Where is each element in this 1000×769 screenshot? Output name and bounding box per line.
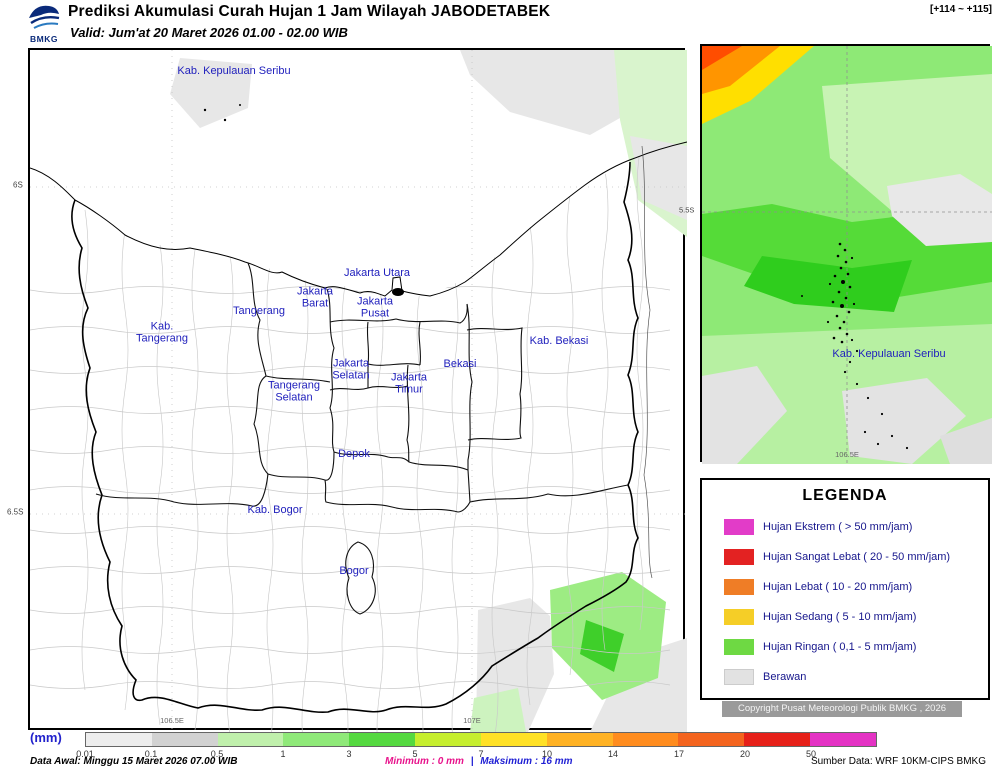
colorbar-seg-8 [546,733,613,746]
bmkg-logo: BMKG [24,2,64,46]
inset-lon-tick: 106.5E [835,450,859,459]
colorbar-seg-9 [612,733,679,746]
map-label-kab-tangerang: Kab. Tangerang [136,320,188,345]
map-label-tangerang-selatan: Tangerang Selatan [268,379,320,404]
inset-map-canvas [702,46,992,464]
colorbar-tick-14: 14 [607,749,619,759]
colorbar-tick-001: 0.01 [76,749,94,759]
legend-swatch-sedang [724,608,754,625]
minimum-value: 0 mm [437,756,464,767]
legend-box: LEGENDA Hujan Ekstrem ( > 50 mm/jam) Huj… [700,478,990,700]
min-max-line: Minimum : 0 mm | Maksimum : 16 mm [385,756,573,767]
legend-label-ringan: Hujan Ringan ( 0,1 - 5 mm/jam) [763,640,917,653]
legend-label-sangat-lebat: Hujan Sangat Lebat ( 20 - 50 mm/jam) [763,550,951,563]
map-label-tangerang: Tangerang [233,304,285,317]
colorbar-seg-6 [415,733,481,746]
minimum-label: Minimum : [385,756,435,767]
colorbar-tick-10: 10 [541,749,553,759]
forecast-hour-range: [+114 ~ +115] [929,4,992,15]
colorbar-tick-01: 0.1 [144,749,158,759]
colorbar-tick-3: 3 [346,749,352,759]
maksimum-value: 16 mm [540,756,573,767]
colorbar-seg-2 [151,733,218,746]
map-label-bekasi: Bekasi [443,357,477,370]
legend-item-berawan: Berawan [724,668,988,685]
inset-islands [801,242,909,450]
legend-item-ringan: Hujan Ringan ( 0,1 - 5 mm/jam) [724,638,988,655]
colorbar-tick-05: 0.5 [210,749,224,759]
colorbar-tick-1: 1 [280,749,286,759]
legend-item-ekstrem: Hujan Ekstrem ( > 50 mm/jam) [724,518,988,535]
maksimum-label: Maksimum : [480,756,539,767]
legend-swatch-ringan [724,638,754,655]
page-title: Prediksi Akumulasi Curah Hujan 1 Jam Wil… [68,3,551,20]
inset-graticule [702,46,992,464]
legend-item-sangat-lebat: Hujan Sangat Lebat ( 20 - 50 mm/jam) [724,548,988,565]
bmkg-logo-text: BMKG [30,34,58,44]
internal-boundaries [95,262,629,615]
main-map: Kab. Kepulauan Seribu Jakarta Utara Jaka… [28,48,687,732]
map-label-kab-bekasi: Kab. Bekasi [529,334,589,347]
copyright-bar: Copyright Pusat Meteorologi Publik BMKG … [722,701,962,717]
data-awal-line: Data Awal: Minggu 15 Maret 2026 07.00 WI… [30,756,238,767]
main-map-lat-tick-65s: 6.5S [7,507,24,517]
colorbar-seg-5 [349,733,416,746]
colorbar-tick-7: 7 [478,749,484,759]
jabodetabek-outer-boundary [71,161,639,713]
map-label-jakarta-pusat: Jakarta Pusat [356,295,394,320]
legend-swatch-sangat-lebat [724,548,754,565]
legend-label-berawan: Berawan [763,670,807,683]
legend-item-lebat: Hujan Lebat ( 10 - 20 mm/jam) [724,578,988,595]
legend-item-sedang: Hujan Sedang ( 5 - 10 mm/jam) [724,608,988,625]
colorbar-seg-12 [810,733,876,746]
map-label-bogor: Bogor [339,564,369,577]
sumber-data-line: Sumber Data: WRF 10KM-CIPS BMKG [810,756,986,767]
colorbar-seg-4 [283,733,350,746]
colorbar-seg-10 [678,733,745,746]
main-map-lon-tick-1065e: 106.5E [160,716,184,725]
legend-swatch-berawan [724,668,754,685]
map-label-kab-kepulauan-seribu: Kab. Kepulauan Seribu [177,64,291,77]
main-map-canvas [30,50,687,732]
colorbar [85,732,877,747]
legend-swatch-lebat [724,578,754,595]
inset-lat-tick: 5.5S [679,205,695,215]
legend-label-lebat: Hujan Lebat ( 10 - 20 mm/jam) [763,580,913,593]
main-map-lat-tick-6s: 6S [13,180,23,190]
colorbar-tick-50: 50 [805,749,817,759]
legend-label-sedang: Hujan Sedang ( 5 - 10 mm/jam) [763,610,917,623]
neighbour-boundary [641,145,653,579]
inset-label-kab-kepulauan-seribu: Kab. Kepulauan Seribu [832,347,946,360]
colorbar-seg-7 [480,733,547,746]
map-label-depok: Depok [338,447,370,460]
map-label-jakarta-timur: Jakarta Timur [390,371,428,396]
map-label-jakarta-utara: Jakarta Utara [343,266,411,279]
legend-label-ekstrem: Hujan Ekstrem ( > 50 mm/jam) [763,520,913,533]
min-max-separator: | [470,756,474,767]
inset-map-kepulauan-seribu: Kab. Kepulauan Seribu 106.5E [700,44,992,464]
map-label-kab-bogor: Kab. Bogor [247,503,303,516]
bmkg-logo-icon [29,5,60,29]
map-label-jakarta-selatan: Jakarta Selatan [332,357,370,382]
colorbar-unit: (mm) [30,730,62,745]
colorbar-tick-20: 20 [739,749,751,759]
coastline [30,104,687,297]
main-map-lon-tick-107e: 107E [463,716,481,725]
main-map-shading [170,50,687,732]
colorbar-tick-5: 5 [412,749,418,759]
colorbar-seg-1 [86,733,152,746]
subdistrict-mesh [30,149,671,732]
legend-title: LEGENDA [802,487,888,504]
colorbar-seg-3 [217,733,284,746]
legend-swatch-ekstrem [724,518,754,535]
colorbar-tick-17: 17 [673,749,685,759]
colorbar-seg-11 [744,733,811,746]
map-label-jakarta-barat: Jakarta Barat [296,285,334,310]
valid-time-line: Valid: Jum'at 20 Maret 2026 01.00 - 02.0… [70,25,348,40]
